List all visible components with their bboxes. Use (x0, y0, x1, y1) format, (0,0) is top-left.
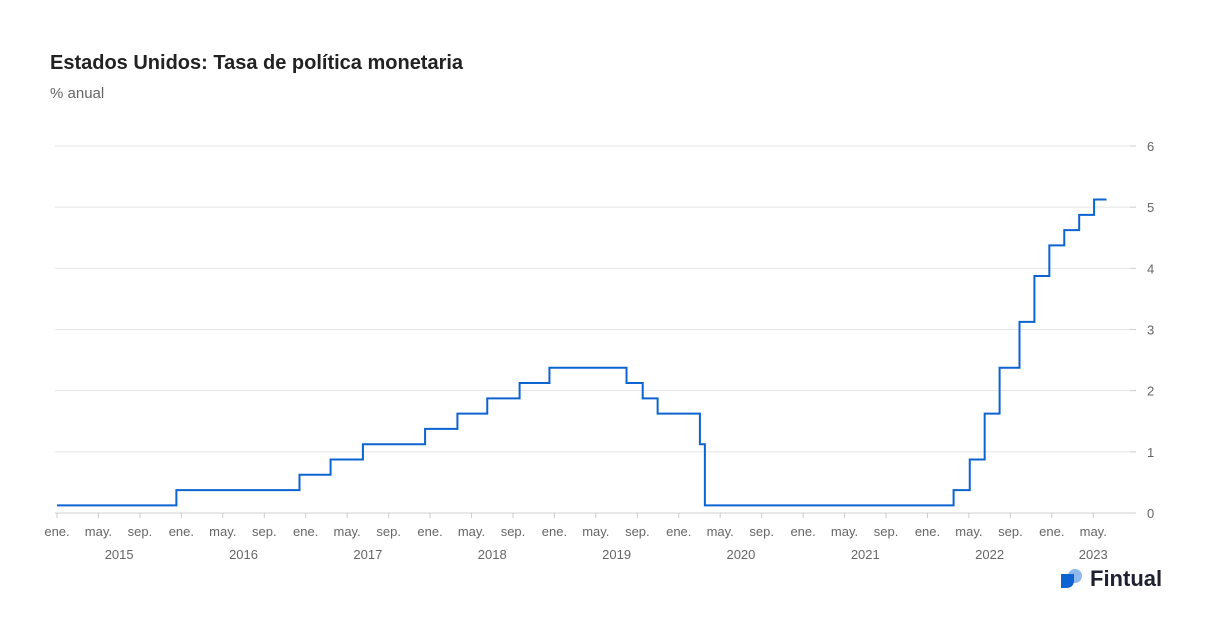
x-month-label: sep. (501, 524, 526, 539)
x-month-label: ene. (790, 524, 815, 539)
x-month-label: may. (85, 524, 112, 539)
x-month-label: sep. (874, 524, 899, 539)
x-month-label: sep. (128, 524, 153, 539)
x-year-label: 2019 (602, 547, 631, 562)
x-month-label: ene. (1039, 524, 1064, 539)
x-year-label: 2020 (726, 547, 755, 562)
series-layer (57, 198, 1107, 507)
y-tick-label: 3 (1147, 323, 1154, 338)
series-line-policy-rate (57, 198, 1107, 507)
x-month-label: may. (582, 524, 609, 539)
chart-title: Estados Unidos: Tasa de política monetar… (50, 52, 464, 74)
x-month-label: ene. (666, 524, 691, 539)
chart-subtitle: % anual (50, 85, 105, 102)
x-month-label: ene. (417, 524, 442, 539)
x-year-label: 2015 (105, 547, 134, 562)
y-tick-label: 2 (1147, 384, 1154, 399)
x-month-label: ene. (915, 524, 940, 539)
x-year-label: 2016 (229, 547, 258, 562)
x-month-label: ene. (293, 524, 318, 539)
x-month-label: may. (831, 524, 858, 539)
x-month-label: sep. (625, 524, 650, 539)
x-month-label: ene. (542, 524, 567, 539)
x-month-label: may. (458, 524, 485, 539)
y-tick-label: 0 (1147, 506, 1154, 521)
y-tick-label: 6 (1147, 139, 1154, 154)
x-month-label: may. (1080, 524, 1107, 539)
fintual-logo-icon (1061, 569, 1082, 588)
x-month-label: ene. (169, 524, 194, 539)
brand-name: Fintual (1090, 566, 1163, 591)
brand: Fintual (1060, 566, 1162, 592)
x-year-label: 2017 (353, 547, 382, 562)
x-month-label: may. (209, 524, 236, 539)
x-year-label: 2023 (1079, 547, 1108, 562)
x-month-label: sep. (376, 524, 401, 539)
y-tick-label: 1 (1147, 445, 1154, 460)
x-month-label: may. (334, 524, 361, 539)
x-month-label: sep. (252, 524, 277, 539)
x-month-label: sep. (749, 524, 774, 539)
x-year-label: 2018 (478, 547, 507, 562)
x-month-label: may. (707, 524, 734, 539)
y-axis: 0 1 2 3 4 5 6 (1130, 139, 1154, 521)
x-month-label: sep. (998, 524, 1023, 539)
y-tick-label: 4 (1147, 261, 1154, 276)
x-month-label: ene. (44, 524, 69, 539)
x-axis: ene. may. sep. ene. may. sep. ene. may. sep. ene.… (44, 513, 1108, 562)
x-year-label: 2021 (851, 547, 880, 562)
x-year-label: 2022 (975, 547, 1004, 562)
y-tick-label: 5 (1147, 200, 1154, 215)
gridlines (55, 145, 1130, 514)
x-month-label: may. (955, 524, 982, 539)
